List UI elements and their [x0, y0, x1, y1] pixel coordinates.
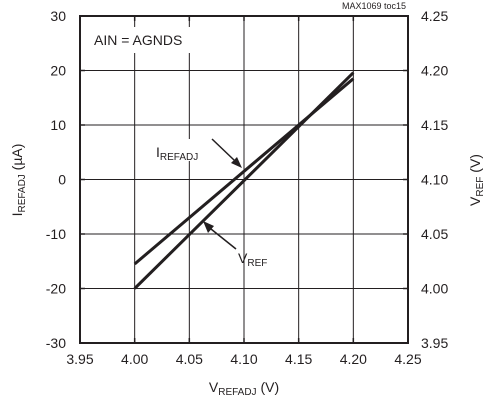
y-right-title-unit: (V): [467, 154, 483, 177]
x-tick-label: 3.95: [66, 351, 93, 367]
iref-arrowhead: [231, 157, 242, 168]
tick-marks: [79, 15, 409, 344]
y-left-tick-label: 0: [58, 172, 66, 188]
x-axis-title-main: V: [209, 379, 219, 395]
x-tick-label: 4.20: [340, 351, 367, 367]
y-left-tick-label: 30: [50, 8, 66, 24]
y-right-title-main: V: [467, 196, 483, 206]
vref-arrowhead: [203, 221, 214, 233]
x-tick-label: 4.10: [230, 351, 257, 367]
iref-label-main: I: [156, 144, 160, 160]
x-axis-title-unit: (V): [257, 379, 280, 395]
y-left-tick-label: -30: [46, 335, 66, 351]
annotation-box: [88, 27, 200, 53]
corner-note: MAX1069 toc15: [342, 1, 406, 11]
y-right-tick-label: 4.20: [421, 63, 448, 79]
vref-label-sub: REF: [247, 258, 267, 269]
x-tick-label: 4.25: [394, 351, 421, 367]
y-left-tick-label: 20: [50, 63, 66, 79]
y-right-tick-label: 4.10: [421, 172, 448, 188]
series-line-1: [133, 71, 355, 290]
vref-label: VREF: [238, 250, 267, 269]
y-left-title-sub: REFADJ: [17, 174, 28, 212]
x-tick-label: 4.00: [121, 351, 148, 367]
x-axis-title-sub: REFADJ: [218, 387, 256, 398]
x-tick-label: 4.05: [176, 351, 203, 367]
y-axis-title-left: IREFADJ (µA): [9, 144, 28, 217]
vref-leader-line: [210, 228, 237, 250]
y-left-title-main: I: [9, 213, 25, 217]
y-axis-title-right: VREF (V): [467, 154, 486, 206]
vref-label-main: V: [238, 250, 248, 266]
y-right-tick-label: 4.15: [421, 117, 448, 133]
tick-labels: 3.95 4.00 4.05 4.10 4.15 4.20 4.25 -30 -20 -10 0 10…: [46, 8, 449, 367]
y-right-tick-label: 3.95: [421, 335, 448, 351]
iref-label-bg: [151, 139, 235, 161]
y-left-tick-label: -20: [46, 281, 66, 297]
y-left-tick-label: 10: [50, 117, 66, 133]
x-axis-title: VREFADJ (V): [209, 379, 279, 398]
y-right-tick-label: 4.05: [421, 226, 448, 242]
y-left-title-unit: (µA): [9, 144, 25, 175]
series-label-vref: VREF: [203, 221, 267, 269]
y-right-tick-label: 4.00: [421, 281, 448, 297]
iref-label: IREFADJ: [156, 144, 198, 163]
y-right-title-sub: REF: [475, 177, 486, 197]
iref-label-sub: REFADJ: [160, 152, 198, 163]
y-left-tick-label: -10: [46, 226, 66, 242]
annotation-text: AIN = AGNDS: [94, 32, 182, 48]
y-right-tick-label: 4.25: [421, 8, 448, 24]
series-lines: [133, 71, 355, 290]
iref-leader-line: [211, 138, 235, 161]
series-label-iref: IREFADJ: [151, 138, 242, 168]
x-tick-label: 4.15: [285, 351, 312, 367]
